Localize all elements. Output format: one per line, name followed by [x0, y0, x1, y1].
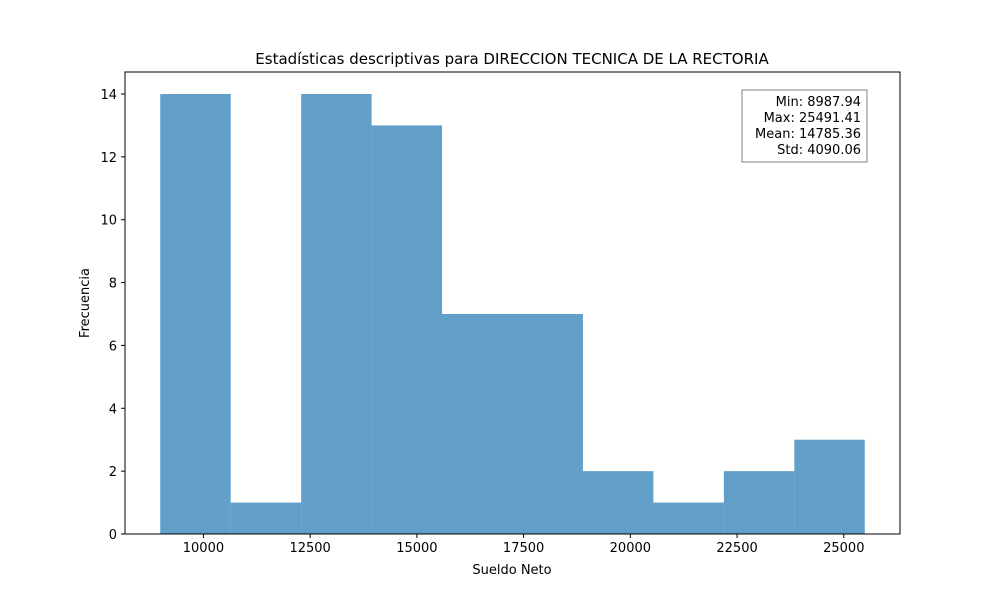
bars-group: [160, 94, 865, 534]
x-tick-label: 17500: [503, 541, 544, 556]
plot-area-frame: [124, 71, 901, 535]
histogram-bar: [160, 94, 231, 534]
y-tick-label: 8: [109, 277, 117, 292]
x-tick-label: 20000: [610, 541, 651, 556]
y-tick-label: 6: [109, 339, 117, 354]
histogram-bar: [723, 471, 795, 534]
y-axis-ticks: 0 2 4 6 8 10 12 14: [100, 88, 125, 543]
stats-min: Min: 8987.94: [776, 95, 861, 110]
stats-box-frame: [741, 89, 868, 163]
histogram-bar: [371, 125, 443, 534]
stats-max: Max: 25491.41: [764, 111, 861, 126]
y-tick-label: 14: [100, 88, 117, 103]
stats-box: Min: 8987.94 Max: 25491.41 Mean: 14785.3…: [741, 89, 868, 163]
stats-mean: Mean: 14785.36: [755, 127, 861, 142]
y-tick-label: 2: [109, 465, 117, 480]
stats-std: Std: 4090.06: [777, 143, 861, 158]
chart-title: Estadísticas descriptivas para DIRECCION…: [255, 50, 769, 68]
histogram-bar: [794, 439, 865, 534]
y-tick-label: 10: [100, 214, 117, 229]
histogram-bar: [653, 502, 724, 534]
y-axis-label: Frecuencia: [78, 268, 93, 338]
x-tick-label: 10000: [183, 541, 224, 556]
x-tick-label: 12500: [289, 541, 330, 556]
histogram-bar: [301, 94, 372, 534]
histogram-bar: [442, 314, 513, 534]
x-tick-label: 22500: [716, 541, 757, 556]
x-axis-ticks: 10000 12500 15000 17500 20000 22500 25000: [183, 534, 864, 556]
y-tick-label: 0: [109, 528, 117, 543]
x-tick-label: 25000: [823, 541, 864, 556]
y-tick-label: 12: [100, 151, 117, 166]
y-tick-label: 4: [109, 402, 117, 417]
x-tick-label: 15000: [396, 541, 437, 556]
histogram-bar: [582, 471, 654, 534]
histogram-bar: [230, 502, 302, 534]
histogram-bar: [512, 314, 583, 534]
x-axis-label: Sueldo Neto: [472, 563, 551, 578]
